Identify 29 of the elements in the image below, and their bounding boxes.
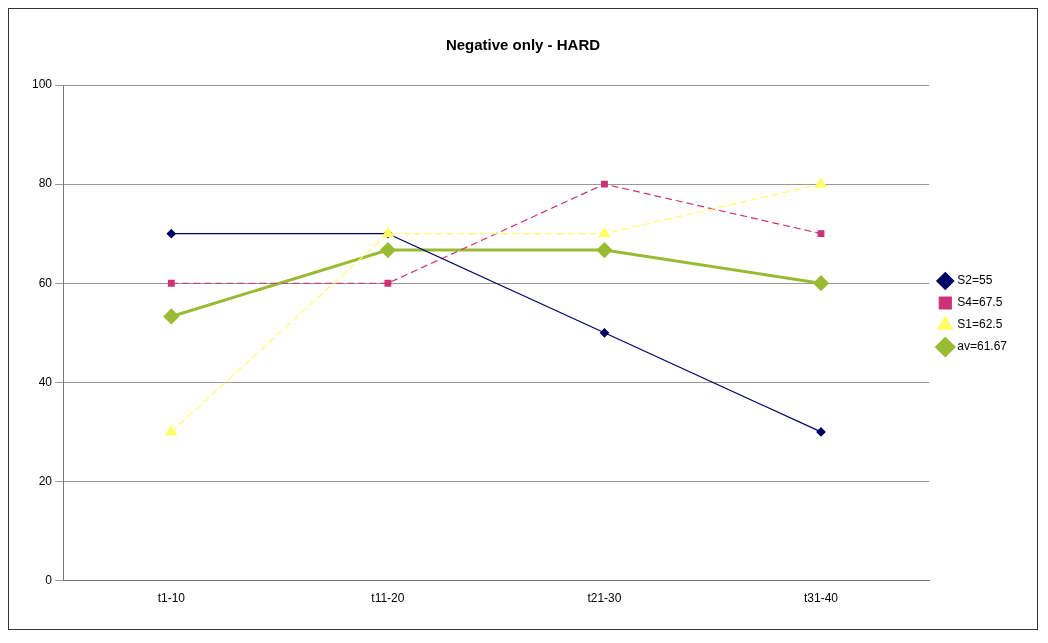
point	[380, 242, 396, 258]
x-tick-label: t1-10	[157, 591, 186, 606]
x-tick-label: t21-30	[587, 591, 622, 606]
point	[163, 308, 179, 324]
point	[165, 425, 178, 436]
point	[167, 279, 175, 287]
legend-label: S4=67.5	[957, 295, 1003, 310]
point	[813, 275, 829, 291]
point	[817, 230, 825, 238]
point	[598, 227, 611, 238]
y-tick-label: 60	[38, 275, 53, 290]
x-tick-label: t31-40	[803, 591, 839, 606]
point	[166, 229, 176, 239]
point	[384, 279, 392, 287]
point	[816, 427, 826, 437]
x-tick-label: t11-20	[371, 591, 405, 606]
point	[599, 328, 610, 338]
y-tick-label: 100	[31, 77, 53, 92]
legend-label: av=61.67	[957, 339, 1008, 354]
chart-title: Negative only - HARD	[445, 36, 601, 54]
y-tick-label: 0	[45, 572, 53, 587]
point	[596, 242, 612, 258]
legend-label: S2=55	[957, 273, 993, 288]
y-tick-label: 40	[38, 374, 53, 389]
y-tick-label: 80	[38, 176, 53, 191]
y-tick-label: 20	[38, 473, 53, 488]
point	[815, 177, 827, 188]
legend-label: S1=62.5	[957, 317, 1003, 332]
point	[601, 180, 608, 188]
